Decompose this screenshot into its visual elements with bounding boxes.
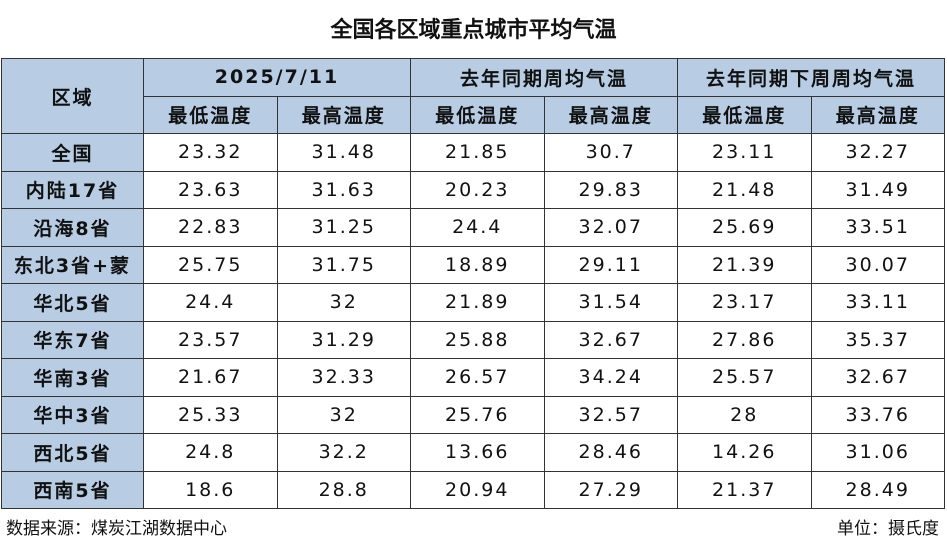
- region-cell: 华东7省: [1, 320, 144, 359]
- table-header: 区域 2025/7/11 去年同期周均气温 去年同期下周周均气温 最低温度 最高温度最…: [1, 58, 945, 134]
- value-cell: 25.76: [410, 395, 545, 434]
- table-row: 沿海8省 22.83 31.25 24.4 32.07 25.69 33.51: [1, 208, 945, 247]
- value-cell: 31.06: [810, 433, 945, 472]
- table-row: 华北5省 24.4 32 21.89 31.54 23.17 33.11: [1, 283, 945, 322]
- value-cell: 28.8: [276, 470, 411, 509]
- value-cell: 14.26: [677, 433, 812, 472]
- value-cell: 25.69: [677, 208, 812, 247]
- value-cell: 25.33: [143, 395, 278, 434]
- value-cell: 20.94: [410, 470, 545, 509]
- group-header: 去年同期周均气温: [410, 58, 678, 97]
- value-cell: 29.83: [543, 170, 678, 209]
- group-header: 2025/7/11: [143, 58, 411, 97]
- value-cell: 21.39: [677, 245, 812, 284]
- region-cell: 华南3省: [1, 358, 144, 397]
- value-cell: 32.67: [810, 358, 945, 397]
- header-row: 区域 2025/7/11 去年同期周均气温 去年同期下周周均气温: [1, 58, 945, 134]
- value-cell: 28.46: [543, 433, 678, 472]
- region-header: 区域: [1, 58, 144, 134]
- sub-header: 最高温度: [276, 95, 411, 134]
- value-cell: 18.6: [143, 470, 278, 509]
- value-cell: 32: [276, 283, 411, 322]
- sub-header: 最高温度: [810, 95, 945, 134]
- region-cell: 西北5省: [1, 433, 144, 472]
- value-cell: 25.57: [677, 358, 812, 397]
- region-cell: 华中3省: [1, 395, 144, 434]
- value-cell: 32.33: [276, 358, 411, 397]
- sub-header: 最低温度: [677, 95, 812, 134]
- value-cell: 23.11: [677, 133, 812, 172]
- region-cell: 华北5省: [1, 283, 144, 322]
- region-cell: 全国: [1, 133, 144, 172]
- value-cell: 21.67: [143, 358, 278, 397]
- value-cell: 28.49: [810, 470, 945, 509]
- value-cell: 33.11: [810, 283, 945, 322]
- value-cell: 31.29: [276, 320, 411, 359]
- value-cell: 32.57: [543, 395, 678, 434]
- value-cell: 25.88: [410, 320, 545, 359]
- value-cell: 31.54: [543, 283, 678, 322]
- table-row: 西北5省 24.8 32.2 13.66 28.46 14.26 31.06: [1, 433, 945, 472]
- value-cell: 25.75: [143, 245, 278, 284]
- value-cell: 21.89: [410, 283, 545, 322]
- region-cell: 内陆17省: [1, 170, 144, 209]
- value-cell: 29.11: [543, 245, 678, 284]
- table-row: 内陆17省 23.63 31.63 20.23 29.83 21.48 31.49: [1, 170, 945, 209]
- title: 全国各区域重点城市平均气温: [330, 18, 617, 43]
- group-header: 去年同期下周周均气温: [677, 58, 945, 97]
- value-cell: 30.07: [810, 245, 945, 284]
- region-cell: 西南5省: [1, 470, 144, 509]
- value-cell: 23.17: [677, 283, 812, 322]
- value-cell: 31.25: [276, 208, 411, 247]
- region-cell: 沿海8省: [1, 208, 144, 247]
- source-note: 数据来源：煤炭江湖数据中心: [6, 519, 227, 539]
- value-cell: 31.75: [276, 245, 411, 284]
- value-cell: 32.2: [276, 433, 411, 472]
- value-cell: 24.8: [143, 433, 278, 472]
- table-row: 全国 23.32 31.48 21.85 30.7 23.11 32.27: [1, 133, 945, 172]
- value-cell: 21.37: [677, 470, 812, 509]
- value-cell: 21.48: [677, 170, 812, 209]
- value-cell: 20.23: [410, 170, 545, 209]
- region-cell: 东北3省+蒙: [1, 245, 144, 284]
- sub-header: 最低温度: [410, 95, 545, 134]
- value-cell: 23.63: [143, 170, 278, 209]
- value-cell: 33.51: [810, 208, 945, 247]
- unit-note: 单位：摄氏度: [837, 519, 939, 539]
- value-cell: 32: [276, 395, 411, 434]
- value-cell: 32.07: [543, 208, 678, 247]
- value-cell: 24.4: [143, 283, 278, 322]
- temperature-table: 区域 2025/7/11 去年同期周均气温 去年同期下周周均气温 最低温度 最高温度最…: [1, 58, 945, 509]
- value-cell: 23.32: [143, 133, 278, 172]
- table-row: 华南3省 21.67 32.33 26.57 34.24 25.57 32.67: [1, 358, 945, 397]
- sub-header: 最高温度: [543, 95, 678, 134]
- value-cell: 21.85: [410, 133, 545, 172]
- value-cell: 32.27: [810, 133, 945, 172]
- value-cell: 33.76: [810, 395, 945, 434]
- value-cell: 31.63: [276, 170, 411, 209]
- value-cell: 32.67: [543, 320, 678, 359]
- header-row: 最低温度 最高温度 最低温度 最高温度 最低温度 最高温度: [2, 95, 945, 134]
- value-cell: 13.66: [410, 433, 545, 472]
- value-cell: 27.86: [677, 320, 812, 359]
- value-cell: 35.37: [810, 320, 945, 359]
- table-row: 华中3省 25.33 32 25.76 32.57 28 33.76: [1, 395, 945, 434]
- table-row: 西南5省 18.6 28.8 20.94 27.29 21.37 28.49: [1, 470, 945, 509]
- value-cell: 31.48: [276, 133, 411, 172]
- value-cell: 27.29: [543, 470, 678, 509]
- table-body: 全国 23.32 31.48 21.85 30.7 23.11 32.27 内陆17省 23.6…: [1, 133, 945, 509]
- value-cell: 24.4: [410, 208, 545, 247]
- value-cell: 26.57: [410, 358, 545, 397]
- table-row: 华东7省 23.57 31.29 25.88 32.67 27.86 35.37: [1, 320, 945, 359]
- value-cell: 31.49: [810, 170, 945, 209]
- value-cell: 28: [677, 395, 812, 434]
- table-row: 东北3省+蒙 25.75 31.75 18.89 29.11 21.39 30.07: [1, 245, 945, 284]
- value-cell: 30.7: [543, 133, 678, 172]
- sub-header: 最低温度: [143, 95, 278, 134]
- value-cell: 23.57: [143, 320, 278, 359]
- value-cell: 22.83: [143, 208, 278, 247]
- value-cell: 18.89: [410, 245, 545, 284]
- value-cell: 34.24: [543, 358, 678, 397]
